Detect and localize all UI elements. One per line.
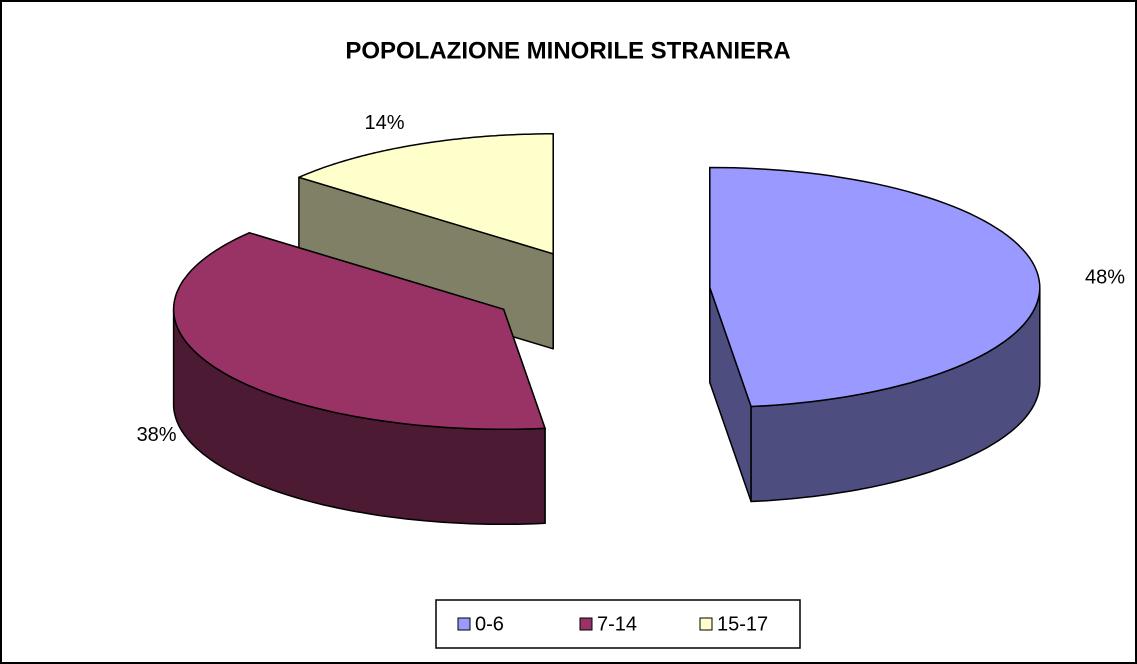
legend-swatch xyxy=(457,617,471,631)
data-label: 48% xyxy=(1085,267,1125,289)
pie-slice xyxy=(172,232,546,526)
legend-swatch xyxy=(579,617,593,631)
legend-label: 0-6 xyxy=(475,613,504,635)
pie-slice xyxy=(709,166,1041,503)
slice-top xyxy=(172,232,546,431)
chart-title: POPOLAZIONE MINORILE STRANIERA xyxy=(345,37,790,64)
legend-swatch xyxy=(699,617,713,631)
data-label: 14% xyxy=(365,112,405,134)
legend-label: 15-17 xyxy=(717,613,768,635)
data-label: 38% xyxy=(137,424,177,446)
slice-top xyxy=(709,166,1041,408)
slice-top xyxy=(298,133,554,255)
legend-box xyxy=(435,599,801,649)
legend-label: 7-14 xyxy=(597,613,637,635)
